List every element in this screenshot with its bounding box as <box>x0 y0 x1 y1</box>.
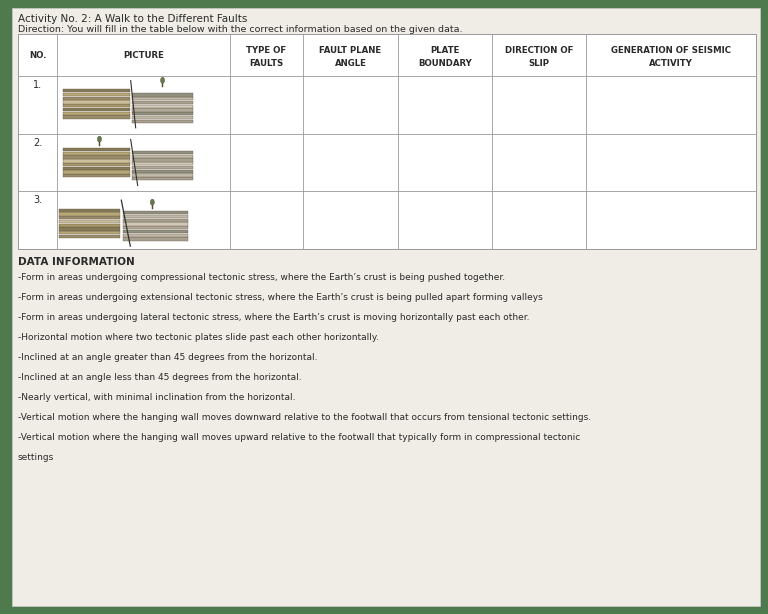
Bar <box>131 166 194 169</box>
Bar <box>58 209 121 212</box>
Bar <box>58 220 121 223</box>
Bar <box>62 148 130 151</box>
Bar <box>131 112 194 115</box>
Bar <box>58 227 121 231</box>
Bar <box>124 215 188 218</box>
Bar <box>124 219 188 222</box>
Bar <box>62 104 130 107</box>
Bar <box>151 205 153 209</box>
Text: TYPE OF: TYPE OF <box>247 45 286 55</box>
Bar <box>131 93 194 96</box>
Text: 2.: 2. <box>33 138 42 147</box>
Text: DATA INFORMATION: DATA INFORMATION <box>18 257 134 267</box>
Bar <box>131 108 194 112</box>
Text: PLATE: PLATE <box>430 45 459 55</box>
Text: DIRECTION OF: DIRECTION OF <box>505 45 573 55</box>
Bar <box>62 112 130 115</box>
Text: -Inclined at an angle less than 45 degrees from the horizontal.: -Inclined at an angle less than 45 degre… <box>18 373 302 382</box>
Text: Direction: You will fill in the table below with the correct information based o: Direction: You will fill in the table be… <box>18 25 462 34</box>
Ellipse shape <box>161 77 164 84</box>
Bar <box>58 235 121 238</box>
Bar <box>124 237 188 241</box>
Text: -Form in areas undergoing extensional tectonic stress, where the Earth’s crust i: -Form in areas undergoing extensional te… <box>18 293 543 302</box>
Text: FAULTS: FAULTS <box>250 58 283 68</box>
Text: -Vertical motion where the hanging wall moves upward relative to the footwall th: -Vertical motion where the hanging wall … <box>18 433 581 442</box>
Bar <box>62 115 130 119</box>
Bar <box>62 163 130 166</box>
Bar <box>131 173 194 177</box>
Bar <box>62 155 130 159</box>
Bar <box>131 104 194 108</box>
Bar <box>162 83 164 87</box>
Bar <box>62 96 130 100</box>
Text: SLIP: SLIP <box>528 58 550 68</box>
Bar <box>62 166 130 170</box>
Bar <box>124 233 188 237</box>
Text: ACTIVITY: ACTIVITY <box>649 58 693 68</box>
Bar <box>131 162 194 166</box>
Bar <box>62 159 130 163</box>
Bar <box>131 155 194 158</box>
Bar <box>124 226 188 229</box>
Bar <box>58 212 121 216</box>
Text: -Horizontal motion where two tectonic plates slide past each other horizontally.: -Horizontal motion where two tectonic pl… <box>18 333 379 342</box>
Text: ANGLE: ANGLE <box>335 58 366 68</box>
Text: BOUNDARY: BOUNDARY <box>418 58 472 68</box>
Bar <box>131 177 194 181</box>
Bar <box>124 222 188 225</box>
Bar <box>131 151 194 154</box>
Text: 3.: 3. <box>33 195 42 205</box>
Bar <box>58 216 121 219</box>
Bar <box>58 231 121 235</box>
Text: -Nearly vertical, with minimal inclination from the horizontal.: -Nearly vertical, with minimal inclinati… <box>18 393 296 402</box>
Bar <box>131 116 194 119</box>
Text: -Form in areas undergoing compressional tectonic stress, where the Earth’s crust: -Form in areas undergoing compressional … <box>18 273 505 282</box>
Bar <box>62 174 130 177</box>
Bar <box>124 211 188 214</box>
Text: -Form in areas undergoing lateral tectonic stress, where the Earth’s crust is mo: -Form in areas undergoing lateral tecton… <box>18 313 529 322</box>
Bar <box>131 158 194 161</box>
Text: -Inclined at an angle greater than 45 degrees from the horizontal.: -Inclined at an angle greater than 45 de… <box>18 353 317 362</box>
Bar <box>62 93 130 96</box>
Bar <box>131 120 194 123</box>
Bar <box>62 100 130 104</box>
Text: -Vertical motion where the hanging wall moves downward relative to the footwall : -Vertical motion where the hanging wall … <box>18 413 591 422</box>
Text: PICTURE: PICTURE <box>123 50 164 60</box>
Bar <box>99 142 101 146</box>
Bar <box>18 34 756 249</box>
Text: FAULT PLANE: FAULT PLANE <box>319 45 382 55</box>
Bar <box>58 223 121 227</box>
Bar <box>131 169 194 173</box>
Bar <box>62 89 130 92</box>
Text: settings: settings <box>18 453 55 462</box>
Bar <box>131 101 194 104</box>
Ellipse shape <box>151 199 154 205</box>
Bar <box>131 97 194 100</box>
Ellipse shape <box>98 136 101 142</box>
Bar <box>62 171 130 174</box>
Text: GENERATION OF SEISMIC: GENERATION OF SEISMIC <box>611 45 731 55</box>
Text: Activity No. 2: A Walk to the Different Faults: Activity No. 2: A Walk to the Different … <box>18 14 247 24</box>
Text: 1.: 1. <box>33 80 42 90</box>
Bar <box>62 108 130 111</box>
Text: NO.: NO. <box>29 50 46 60</box>
Bar <box>62 152 130 155</box>
Bar <box>124 230 188 233</box>
